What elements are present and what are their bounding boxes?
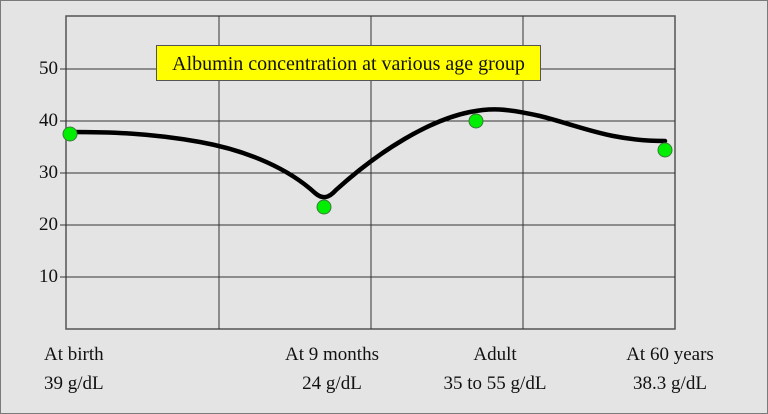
x-label-value: 24 g/dL [302, 373, 362, 394]
marker-at-birth [62, 126, 78, 142]
chart-title: Albumin concentration at various age gro… [156, 45, 541, 81]
y-tick-10: 10 [39, 266, 58, 287]
x-label-value: 38.3 g/dL [633, 373, 707, 394]
x-label-at-9-months: At 9 months 24 g/dL [262, 340, 402, 398]
marker-at-9-months [316, 199, 332, 215]
x-label-name: At birth [44, 344, 104, 365]
x-label-name: Adult [473, 344, 517, 365]
marker-adult [468, 113, 484, 129]
x-label-at-60-years: At 60 years 38.3 g/dL [600, 340, 740, 398]
x-label-value: 35 to 55 g/dL [443, 373, 547, 394]
y-tick-20: 20 [39, 214, 58, 235]
x-label-at-birth: At birth 39 g/dL [28, 340, 144, 398]
data-markers [62, 113, 673, 215]
horizontal-gridlines [60, 68, 675, 278]
x-label-name: At 60 years [626, 344, 714, 365]
x-label-value: 39 g/dL [44, 373, 104, 394]
x-label-name: At 9 months [285, 344, 379, 365]
y-tick-40: 40 [39, 110, 58, 131]
marker-at-60-years [657, 142, 673, 158]
trend-curve [67, 107, 668, 200]
y-tick-30: 30 [39, 162, 58, 183]
x-label-adult: Adult 35 to 55 g/dL [420, 340, 570, 398]
y-tick-50: 50 [39, 58, 58, 79]
